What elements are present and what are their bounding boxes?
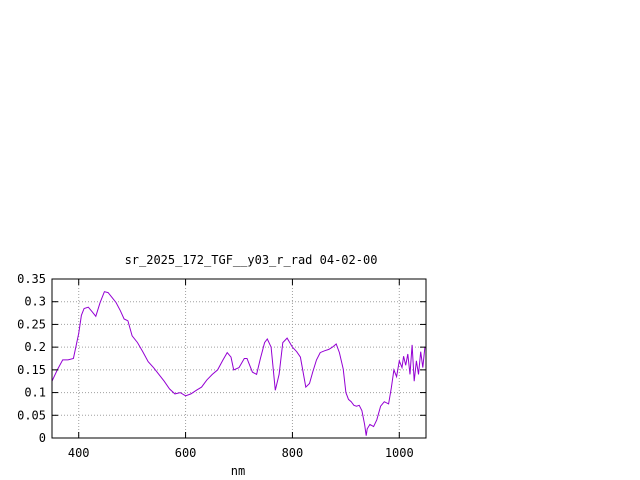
y-tick-label: 0.1 bbox=[24, 386, 46, 400]
y-tick-label: 0.35 bbox=[17, 272, 46, 286]
x-axis-label: nm bbox=[231, 464, 245, 478]
x-tick-label: 800 bbox=[282, 446, 304, 460]
y-tick-label: 0.15 bbox=[17, 363, 46, 377]
x-tick-label: 400 bbox=[68, 446, 90, 460]
x-tick-label: 600 bbox=[175, 446, 197, 460]
grid bbox=[52, 279, 426, 438]
x-tick-label: 1000 bbox=[385, 446, 414, 460]
y-tick-label: 0.3 bbox=[24, 295, 46, 309]
ticks: 0 0.05 0.1 0.15 0.2 0.25 0.3 0.35 400 600 800 1000 bbox=[17, 272, 426, 460]
y-tick-label: 0 bbox=[39, 431, 46, 445]
chart-title: sr_2025_172_TGF__y03_r_rad 04-02-00 bbox=[125, 253, 378, 267]
y-tick-label: 0.2 bbox=[24, 340, 46, 354]
series-layer bbox=[51, 291, 426, 436]
plot-frame bbox=[51, 278, 427, 439]
series-line bbox=[51, 291, 426, 436]
y-tick-label: 0.25 bbox=[17, 317, 46, 331]
y-tick-label: 0.05 bbox=[17, 408, 46, 422]
